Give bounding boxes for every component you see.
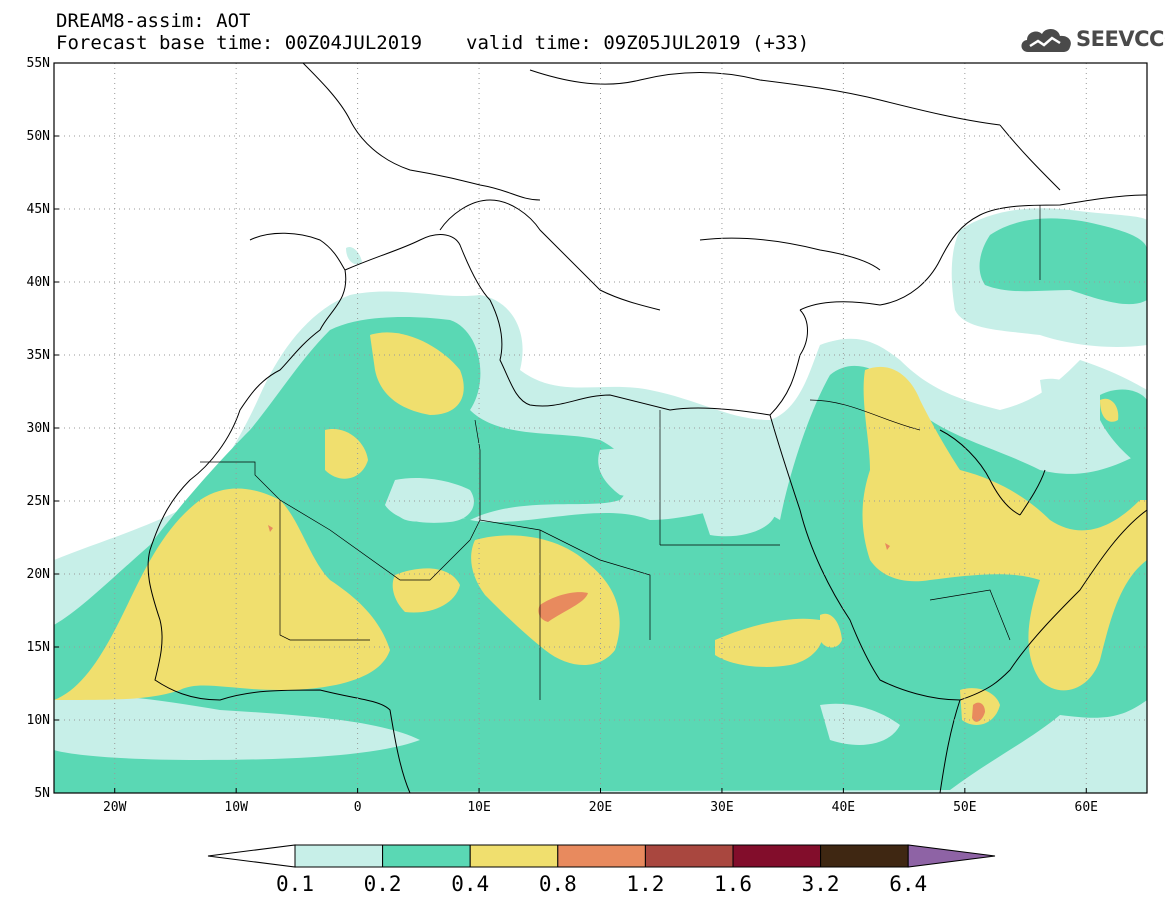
cloud-icon — [1021, 28, 1071, 52]
lon-tick-label: 30E — [710, 800, 733, 815]
borders — [200, 205, 1041, 700]
lon-tick-label: 20E — [589, 800, 612, 815]
lat-tick-label: 30N — [27, 421, 50, 436]
lat-tick-label: 10N — [27, 713, 50, 728]
map-title: DREAM8-assim: AOT — [56, 10, 251, 32]
aot-field — [54, 63, 1147, 793]
lat-tick-label: 15N — [27, 640, 50, 655]
lat-tick-label: 20N — [27, 567, 50, 582]
lat-tick-label: 40N — [27, 275, 50, 290]
base-time: Forecast base time: 00Z04JUL2019 — [56, 32, 423, 54]
aot-level-0.4 — [54, 332, 1147, 725]
grid — [54, 63, 1147, 793]
valid-time: valid time: 09Z05JUL2019 (+33) — [466, 32, 810, 54]
lon-tick-label: 20W — [103, 800, 127, 815]
lat-tick-label: 45N — [27, 202, 50, 217]
lon-tick-label: 0 — [354, 800, 362, 815]
latitude-axis: 55N 50N 45N 40N 35N 30N 25N 20N 15N 10N 5N — [27, 56, 59, 801]
aot-level-0.1-interior — [54, 378, 1085, 760]
lon-tick-label: 10E — [467, 800, 490, 815]
aot-level-0.8 — [268, 525, 985, 722]
lon-tick-label: 60E — [1075, 800, 1098, 815]
lat-tick-label: 50N — [27, 129, 50, 144]
lon-tick-label: 50E — [953, 800, 976, 815]
lon-tick-label: 10W — [224, 800, 248, 815]
lat-tick-label: 55N — [27, 56, 50, 71]
logo-text: SEEVCCC — [1076, 27, 1165, 51]
time-info: Forecast base time: 00Z04JUL2019 valid ti… — [56, 33, 809, 53]
lon-tick-label: 40E — [832, 800, 855, 815]
lat-tick-label: 5N — [34, 786, 50, 801]
lat-tick-label: 35N — [27, 348, 50, 363]
seevccc-logo: SEEVCCC — [1018, 24, 1165, 56]
coastlines — [147, 63, 1147, 793]
longitude-axis: 20W 10W 0 10E 20E 30E 40E 50E 60E — [103, 788, 1098, 815]
lat-tick-label: 25N — [27, 494, 50, 509]
